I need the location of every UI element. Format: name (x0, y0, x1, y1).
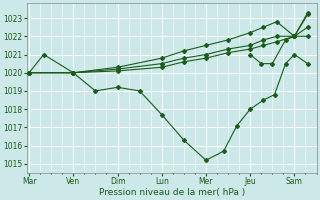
X-axis label: Pression niveau de la mer( hPa ): Pression niveau de la mer( hPa ) (99, 188, 245, 197)
